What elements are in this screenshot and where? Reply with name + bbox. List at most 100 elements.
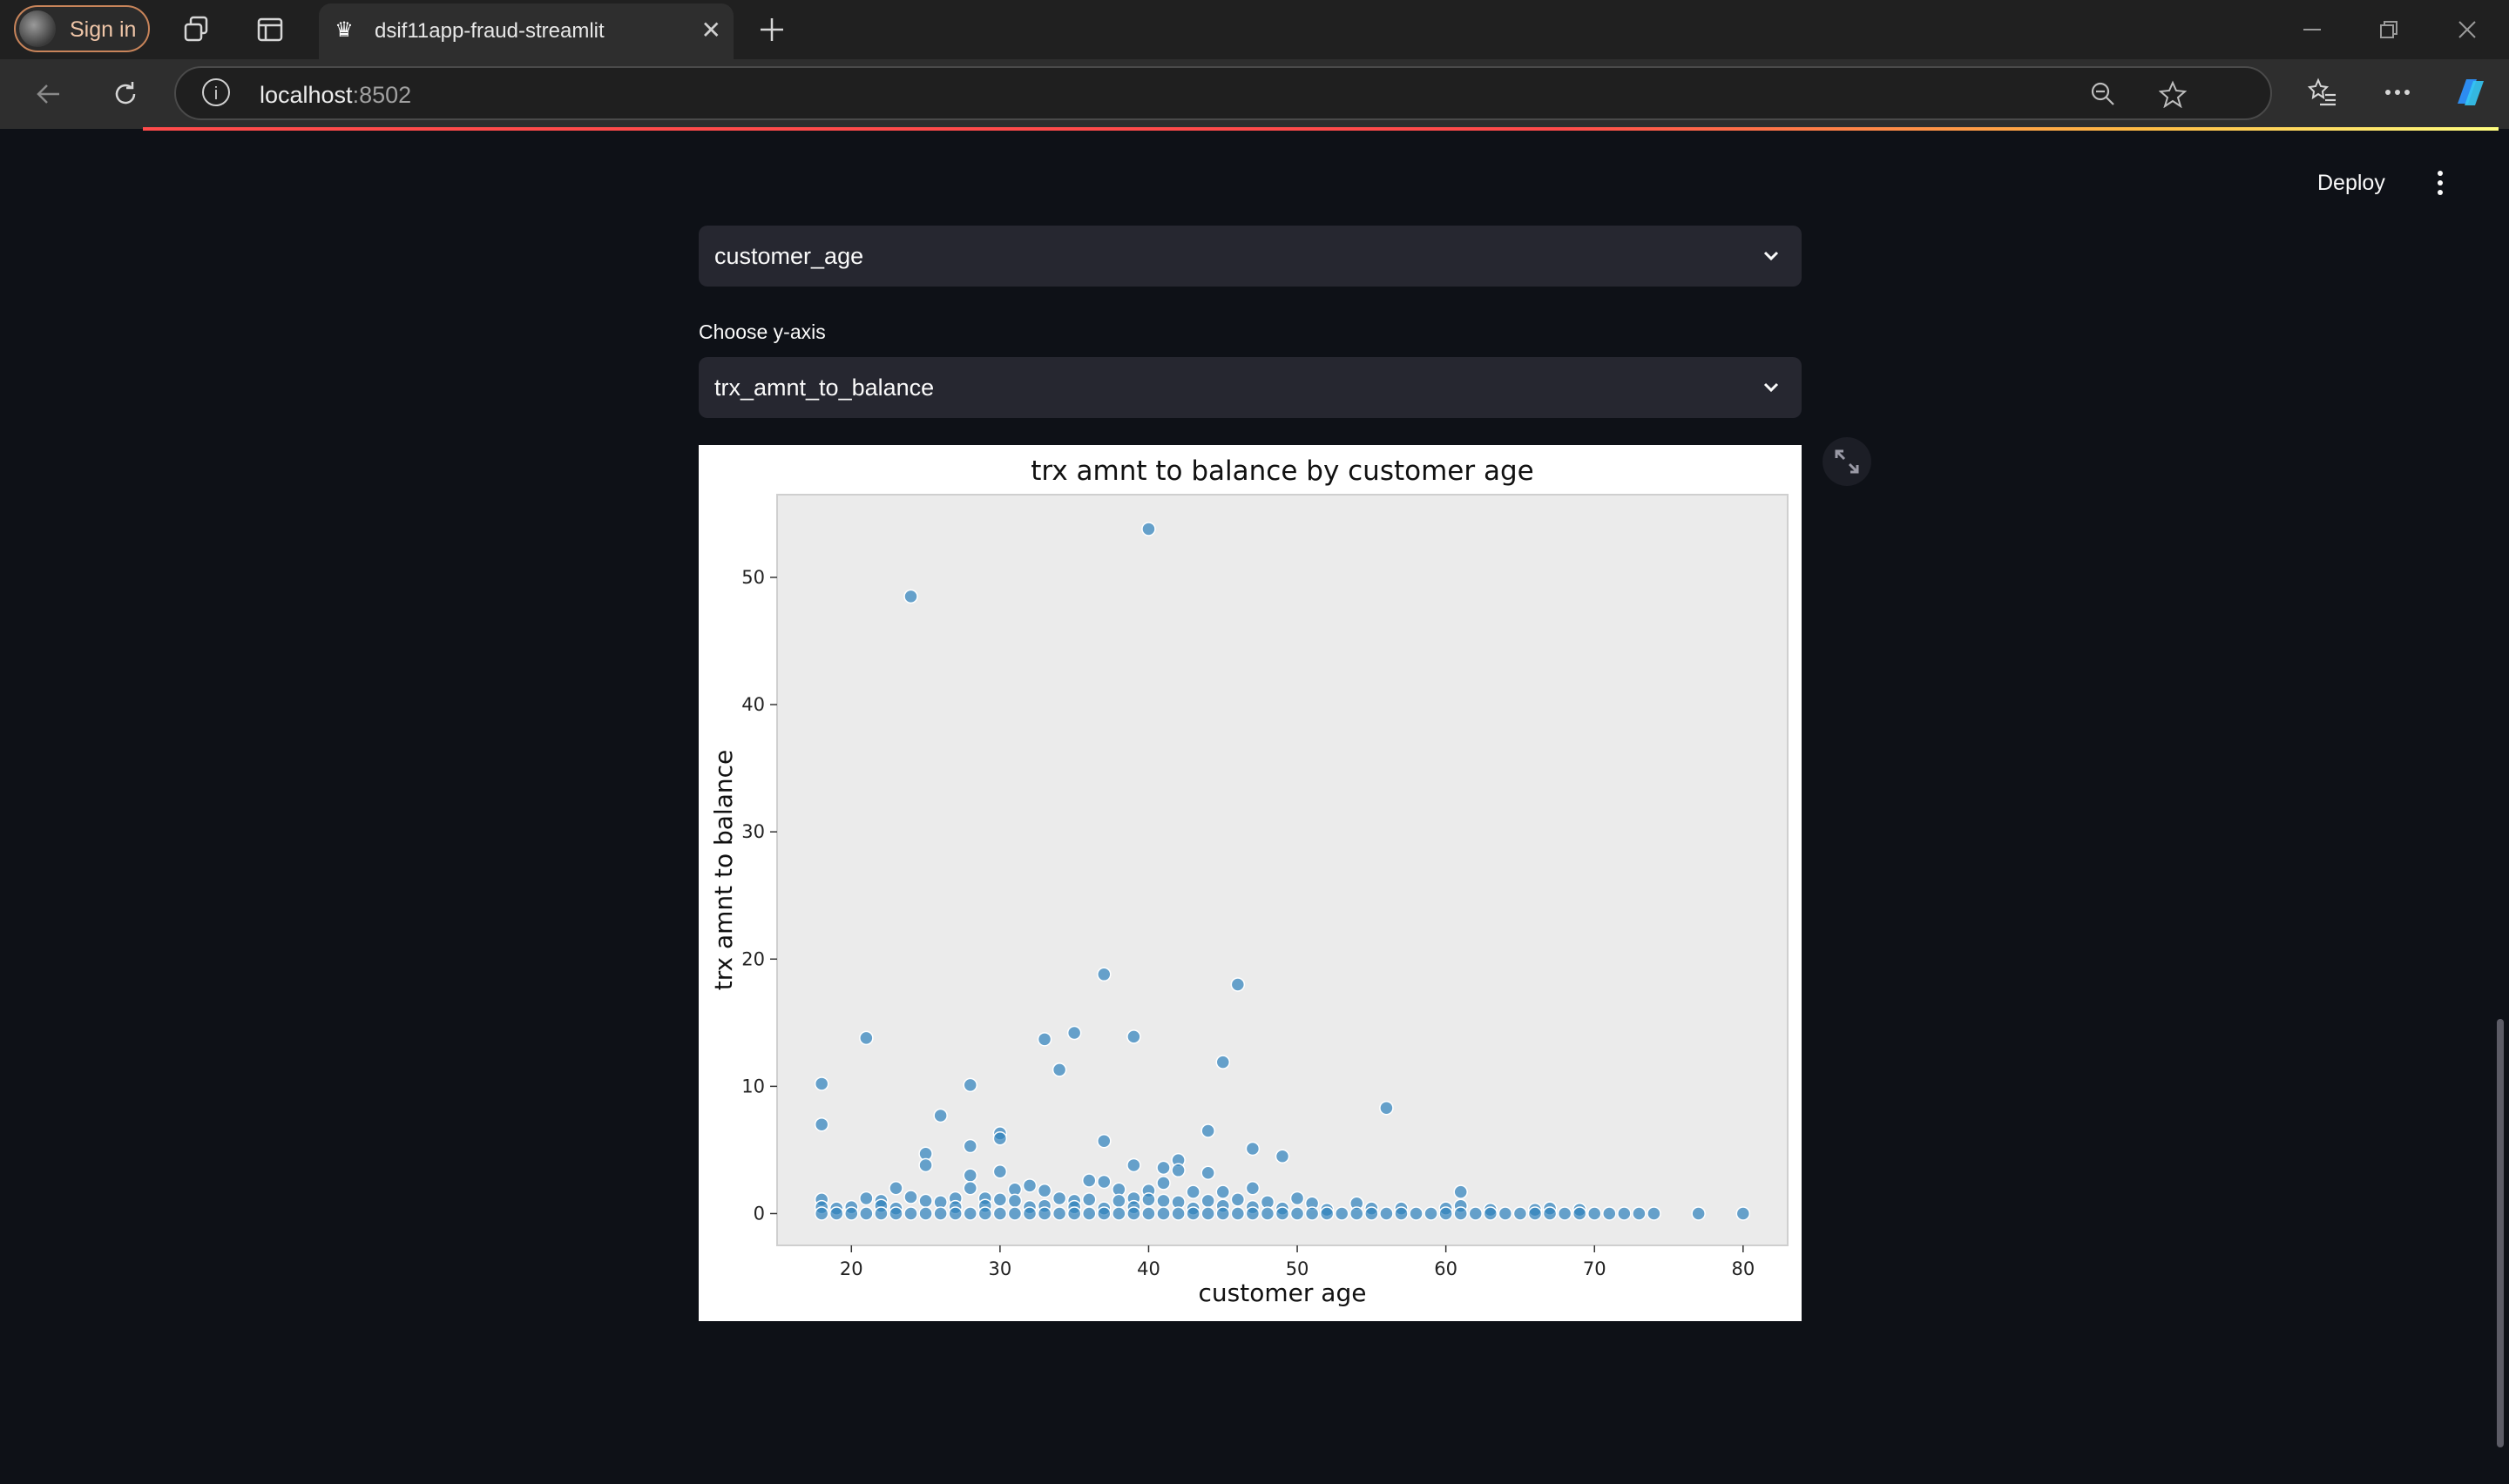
url-field[interactable]: i localhost:8502 [174, 66, 2272, 120]
active-tab[interactable]: ♛ dsif11app-fraud-streamlit ✕ [319, 3, 734, 59]
data-point [1097, 1133, 1112, 1149]
data-point [1245, 1141, 1261, 1157]
close-window-icon[interactable] [2448, 12, 2486, 47]
y-tick-label: 20 [741, 948, 765, 969]
data-point [1304, 1206, 1320, 1221]
data-point [1230, 1206, 1246, 1221]
x-tick-label: 50 [1286, 1258, 1309, 1279]
data-point [992, 1206, 1008, 1221]
data-point [1066, 1206, 1082, 1221]
data-point [814, 1206, 829, 1221]
data-point [992, 1192, 1008, 1207]
profile-avatar [19, 10, 56, 47]
back-icon[interactable] [30, 75, 68, 113]
data-point [1097, 967, 1112, 982]
data-point [1230, 977, 1246, 992]
close-tab-icon[interactable]: ✕ [700, 17, 721, 44]
data-point [1037, 1206, 1052, 1221]
new-tab-icon[interactable] [753, 10, 791, 49]
data-point [1141, 1206, 1156, 1221]
deploy-button[interactable]: Deploy [2317, 171, 2385, 195]
data-point [1438, 1206, 1453, 1221]
data-point [963, 1138, 978, 1154]
data-point [1126, 1157, 1141, 1173]
favorite-star-icon[interactable] [2157, 78, 2188, 110]
main-menu-icon[interactable] [2436, 171, 2445, 197]
x-axis-select[interactable]: customer_age [699, 226, 1802, 287]
site-info-icon[interactable]: i [202, 78, 230, 106]
data-point [889, 1181, 903, 1196]
data-point [1586, 1206, 1602, 1221]
data-point [918, 1157, 933, 1173]
more-menu-icon[interactable] [2378, 73, 2417, 111]
minimize-icon[interactable] [2293, 12, 2331, 47]
y-tick-label: 30 [741, 821, 765, 842]
data-point [1156, 1193, 1171, 1209]
url-host: localhost [260, 82, 353, 108]
data-point [1245, 1181, 1261, 1196]
vertical-tabs-icon[interactable] [251, 12, 289, 47]
data-point [1453, 1184, 1468, 1199]
data-point [1632, 1206, 1647, 1221]
data-point [1602, 1206, 1617, 1221]
data-point [1498, 1206, 1513, 1221]
data-point [1007, 1206, 1023, 1221]
data-point [1483, 1206, 1498, 1221]
data-point [1112, 1206, 1126, 1221]
copilot-icon[interactable] [2448, 70, 2493, 115]
address-bar-row: i localhost:8502 [0, 59, 2509, 129]
data-point [1647, 1206, 1661, 1221]
favorites-list-icon[interactable] [2303, 73, 2342, 111]
y-axis-select[interactable]: trx_amnt_to_balance [699, 357, 1802, 418]
data-point [1424, 1206, 1438, 1221]
x-tick-label: 20 [840, 1258, 863, 1279]
workspaces-icon[interactable] [178, 12, 216, 47]
data-point [1022, 1178, 1038, 1193]
data-point [1186, 1184, 1200, 1199]
data-point [1275, 1149, 1290, 1164]
browser-tab-bar: Sign in ♛ dsif11app-fraud-streamlit ✕ [0, 0, 2509, 59]
chevron-down-icon [1763, 251, 1779, 261]
scrollbar-thumb[interactable] [2497, 1019, 2504, 1447]
scatter-chart-container: trx amnt to balance by customer age cust… [699, 445, 1802, 1321]
data-point [1126, 1029, 1141, 1044]
fullscreen-button[interactable] [1823, 437, 1871, 486]
data-point [963, 1181, 978, 1196]
data-point [1260, 1206, 1275, 1221]
data-point [1112, 1193, 1126, 1209]
data-point [1186, 1206, 1200, 1221]
data-point [1200, 1165, 1215, 1180]
zoom-out-icon[interactable] [2087, 78, 2119, 110]
y-tick-label: 50 [741, 567, 765, 588]
data-point [814, 1076, 829, 1091]
y-axis-label: trx amnt to balance [709, 750, 738, 991]
data-point [1349, 1206, 1364, 1221]
data-point [1215, 1206, 1231, 1221]
data-point [1557, 1206, 1572, 1221]
data-point [1453, 1206, 1468, 1221]
x-tick-label: 30 [989, 1258, 1012, 1279]
data-point [918, 1193, 933, 1209]
data-point [1215, 1184, 1231, 1199]
data-point [1141, 522, 1156, 536]
data-point [992, 1164, 1008, 1179]
expand-icon [1835, 449, 1859, 474]
sign-in-button[interactable]: Sign in [14, 5, 150, 52]
data-point [1066, 1025, 1082, 1041]
data-point [844, 1206, 859, 1221]
data-point [889, 1206, 903, 1221]
data-point [1171, 1163, 1186, 1178]
y-axis-select-value: trx_amnt_to_balance [714, 374, 935, 401]
data-point [1617, 1206, 1632, 1221]
data-point [1171, 1206, 1186, 1221]
restore-icon[interactable] [2370, 12, 2408, 47]
reload-icon[interactable] [106, 75, 145, 113]
data-point [963, 1206, 978, 1221]
data-point [1230, 1192, 1246, 1207]
data-point [859, 1206, 874, 1221]
data-point [1200, 1193, 1215, 1209]
data-point [1097, 1174, 1112, 1190]
x-axis-select-value: customer_age [714, 243, 864, 269]
data-point [1245, 1206, 1261, 1221]
data-point [1156, 1176, 1171, 1191]
